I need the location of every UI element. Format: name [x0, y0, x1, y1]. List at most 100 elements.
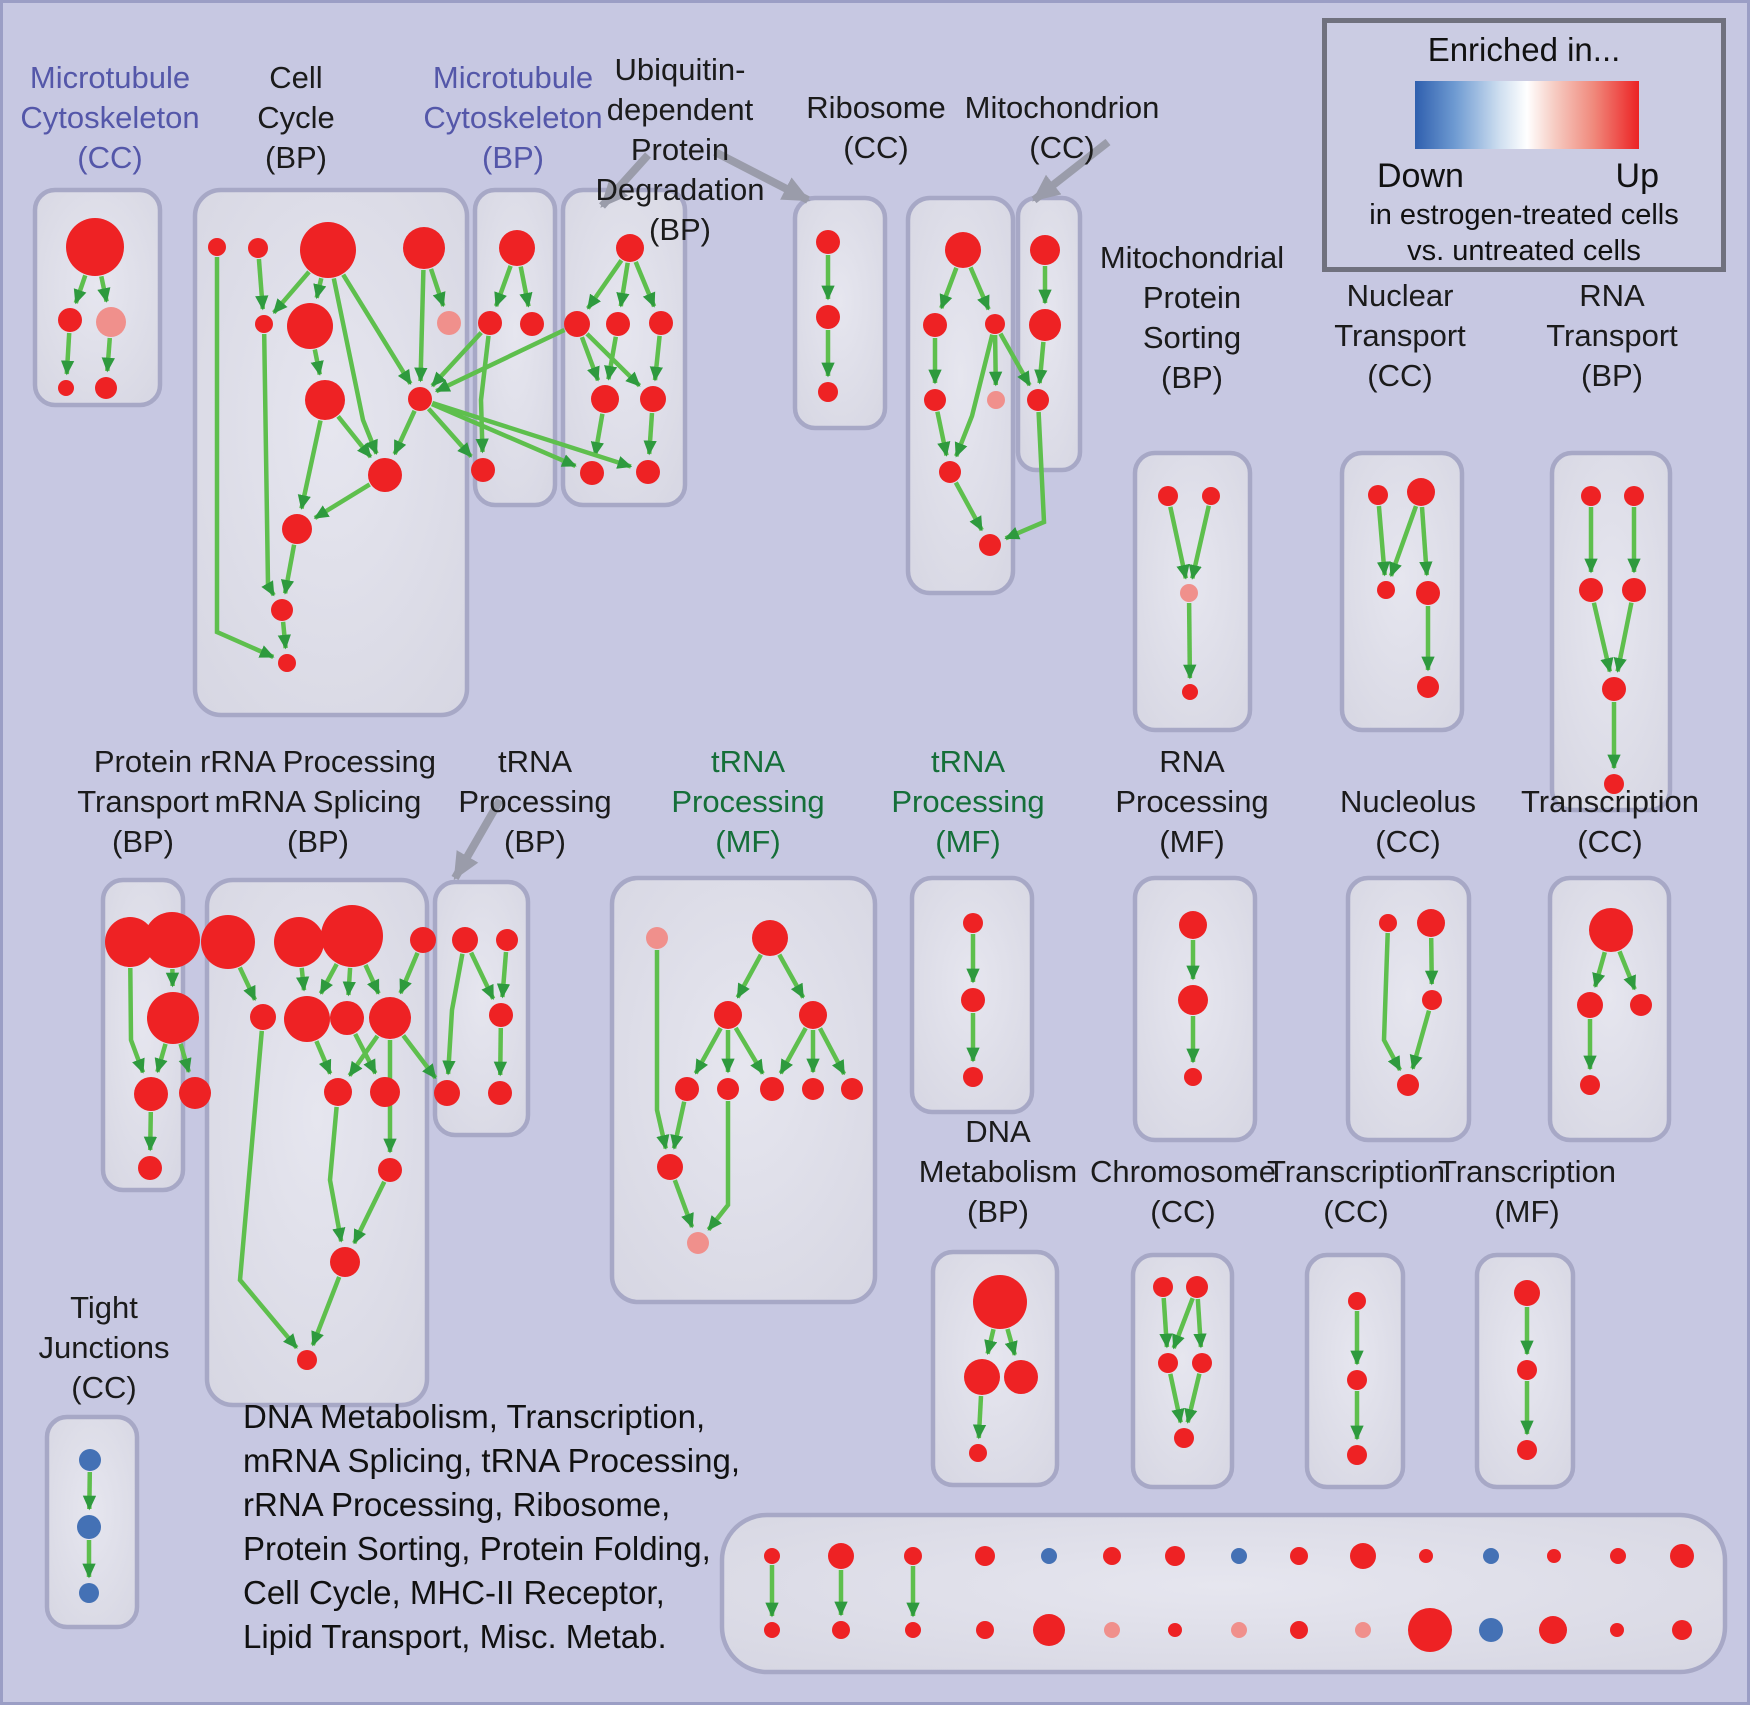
edge-ub1.u5-ub1.u7	[590, 413, 605, 457]
edge-dna_metab.s1-dna_metab.s3	[1004, 1328, 1018, 1357]
go-term-node-mixed_cluster-b15	[1670, 1544, 1694, 1568]
go-term-node-mito-g2	[1029, 309, 1061, 341]
go-term-node-tight_junctions-z2	[77, 1515, 101, 1539]
group-label-rna_transport: RNA Transport (BP)	[1546, 278, 1678, 393]
go-term-node-cell_cycle-c8	[305, 380, 345, 420]
legend-gradient-bar	[1415, 81, 1639, 149]
edge-ribosome.f4-ribosome.f6	[935, 411, 951, 457]
edge-trna_mf_a.m4-trna_mf_a.m7	[778, 1027, 808, 1075]
go-term-node-ribosome-f4	[924, 389, 946, 411]
edge-trna_bp.tb1-trna_bp.tb4	[442, 953, 465, 1076]
go-term-node-mixed_cluster-b28	[1539, 1616, 1567, 1644]
go-term-node-txn_mf_bot-w1	[1514, 1280, 1540, 1306]
edge-cell_cycle.c1-cell_cycle.c13	[214, 257, 275, 659]
go-term-node-rrna_mrna-r3	[321, 905, 383, 967]
edge-rrna_mrna.r8-rrna_mrna.r9	[347, 1034, 380, 1077]
go-term-node-trna_mf_b-o2	[961, 988, 985, 1012]
go-term-node-mito-g1	[1030, 235, 1060, 265]
go-term-node-ribosome-f1	[945, 232, 981, 268]
edge-trna_bp.tb3-trna_bp.tb5	[493, 1027, 508, 1077]
edge-mps.h1-mps.h3	[1168, 506, 1190, 580]
edge-nucleolus.k3-nucleolus.k4	[1409, 1009, 1432, 1070]
go-term-node-trna_mf_a-m1	[646, 927, 668, 949]
go-term-node-chromosome-t4	[1192, 1353, 1212, 1373]
go-term-node-trna_mf_a-m6	[717, 1078, 739, 1100]
edge-cell_cycle.c3-cell_cycle.c6	[313, 277, 327, 300]
edge-protein_transport.p4-protein_transport.p6	[143, 1111, 158, 1152]
go-term-node-nuc_transport-i5	[1417, 676, 1439, 698]
go-term-node-mixed_cluster-b23	[1231, 1622, 1247, 1638]
go-term-node-mixed_cluster-b9	[1290, 1547, 1308, 1565]
go-term-node-mt_bp-t2	[478, 311, 502, 335]
edge-cell_cycle.c9-mt_bp.t4	[426, 407, 473, 458]
edge-ub1.u2-ub1.u5	[579, 336, 601, 382]
description-line: Cell Cycle, MHC-II Receptor,	[243, 1574, 665, 1611]
group-box-txn_cc_mid	[1547, 875, 1672, 1143]
go-term-node-cell_cycle-c5	[255, 315, 273, 333]
edge-cell_cycle.c9-ub1.u7	[431, 402, 577, 468]
go-term-node-mito-g3	[1027, 389, 1049, 411]
group-box-nucleolus	[1345, 875, 1472, 1143]
group-box-ub2	[792, 195, 888, 431]
go-term-node-txn_mf_bot-w3	[1517, 1440, 1537, 1460]
edge-chromosome.t4-chromosome.t5	[1184, 1373, 1202, 1424]
edge-cell_cycle.c5-cell_cycle.c12	[261, 333, 276, 597]
go-term-node-mixed_cluster-b25	[1355, 1622, 1371, 1638]
description-line: Lipid Transport, Misc. Metab.	[243, 1618, 667, 1655]
go-term-node-ribosome-f5	[987, 391, 1005, 409]
go-term-node-rrna_mrna-r8	[369, 997, 411, 1039]
go-term-node-mt_bp-t3	[520, 312, 544, 336]
go-term-node-protein_transport-p4	[134, 1077, 168, 1111]
edge-cell_cycle.c4-cell_cycle.c9	[414, 269, 428, 383]
description-line: rRNA Processing, Ribosome,	[243, 1486, 671, 1523]
edge-trna_mf_a.m5-trna_mf_a.m10	[670, 1101, 687, 1150]
edge-rrna_mrna.r3-rrna_mrna.r7	[342, 967, 356, 997]
group-box-chromosome	[1130, 1252, 1235, 1490]
group-label-rrna_mrna: rRNA Processing mRNA Splicing (BP)	[199, 744, 437, 859]
go-term-node-protein_transport-p5	[179, 1077, 211, 1109]
go-term-node-trna_mf_a-m3	[714, 1001, 742, 1029]
edge-trna_bp.tb2-trna_bp.tb3	[496, 951, 511, 999]
go-term-node-rna_transport-j3	[1579, 578, 1603, 602]
group-label-mps: Mitochondrial Protein Sorting (BP)	[1099, 240, 1285, 395]
go-term-node-trna_mf_a-m4	[799, 1001, 827, 1029]
go-term-node-tight_junctions-z3	[79, 1583, 99, 1603]
edge-mt_bp.t2-cell_cycle.c9	[430, 331, 483, 388]
go-term-node-mixed_cluster-b18	[905, 1622, 921, 1638]
go-term-node-mixed_cluster-b12	[1483, 1548, 1499, 1564]
go-term-node-cell_cycle-c2	[248, 238, 268, 258]
go-term-node-mt_cc-n4	[58, 380, 74, 396]
edge-cell_cycle.c6-cell_cycle.c8	[310, 349, 324, 376]
group-box-mt_bp	[472, 187, 558, 508]
edge-rna_transport.j3-rna_transport.j5	[1591, 602, 1614, 673]
go-term-node-ub1-u4	[649, 311, 673, 335]
edge-nucleolus.k1-nucleolus.k4	[1381, 932, 1402, 1072]
go-term-node-mixed_cluster-b5	[1041, 1548, 1057, 1564]
edge-cell_cycle.c10-cell_cycle.c11	[313, 482, 371, 520]
group-label-txn_cc_mid: Transcription (CC)	[1520, 784, 1700, 859]
go-term-node-ub1-u3	[606, 312, 630, 336]
go-term-node-nucleolus-k4	[1397, 1074, 1419, 1096]
go-term-node-ub2-v1	[816, 230, 840, 254]
legend: Enriched in... Down Up in estrogen-treat…	[1322, 18, 1726, 272]
go-term-node-nucleolus-k2	[1417, 909, 1445, 937]
edge-mt_cc.n3-mt_cc.n5	[101, 337, 115, 373]
group-label-nucleolus: Nucleolus (CC)	[1339, 784, 1477, 859]
edge-nucleolus.k2-nucleolus.k3	[1424, 937, 1439, 986]
edge-trna_mf_a.m6-trna_mf_a.m11	[706, 1101, 731, 1232]
go-term-node-mixed_cluster-b13	[1547, 1549, 1561, 1563]
edge-ribosome.f3-ribosome.f6	[954, 334, 995, 458]
go-term-node-rrna_mrna-r13	[297, 1350, 317, 1370]
edge-cell_cycle.c2-cell_cycle.c5	[255, 258, 269, 311]
edge-cell_cycle.c9-cell_cycle.c10	[392, 409, 417, 456]
edge-rrna_mrna.r12-rrna_mrna.r13	[310, 1276, 342, 1347]
edge-protein_transport.p3-protein_transport.p4	[154, 1043, 168, 1074]
go-term-node-cell_cycle-c12	[271, 599, 293, 621]
go-term-node-txn_cc_bot-x2	[1347, 1370, 1367, 1390]
go-term-node-mixed_cluster-b8	[1231, 1548, 1247, 1564]
go-term-node-txn_cc_mid-l4	[1580, 1075, 1600, 1095]
edge-ub1.u1-ub1.u4	[633, 261, 657, 308]
edge-protein_transport.p1-protein_transport.p4	[128, 967, 146, 1074]
group-label-trna_bp: tRNA Processing (BP)	[458, 744, 612, 859]
go-term-node-txn_cc_bot-x1	[1348, 1292, 1366, 1310]
